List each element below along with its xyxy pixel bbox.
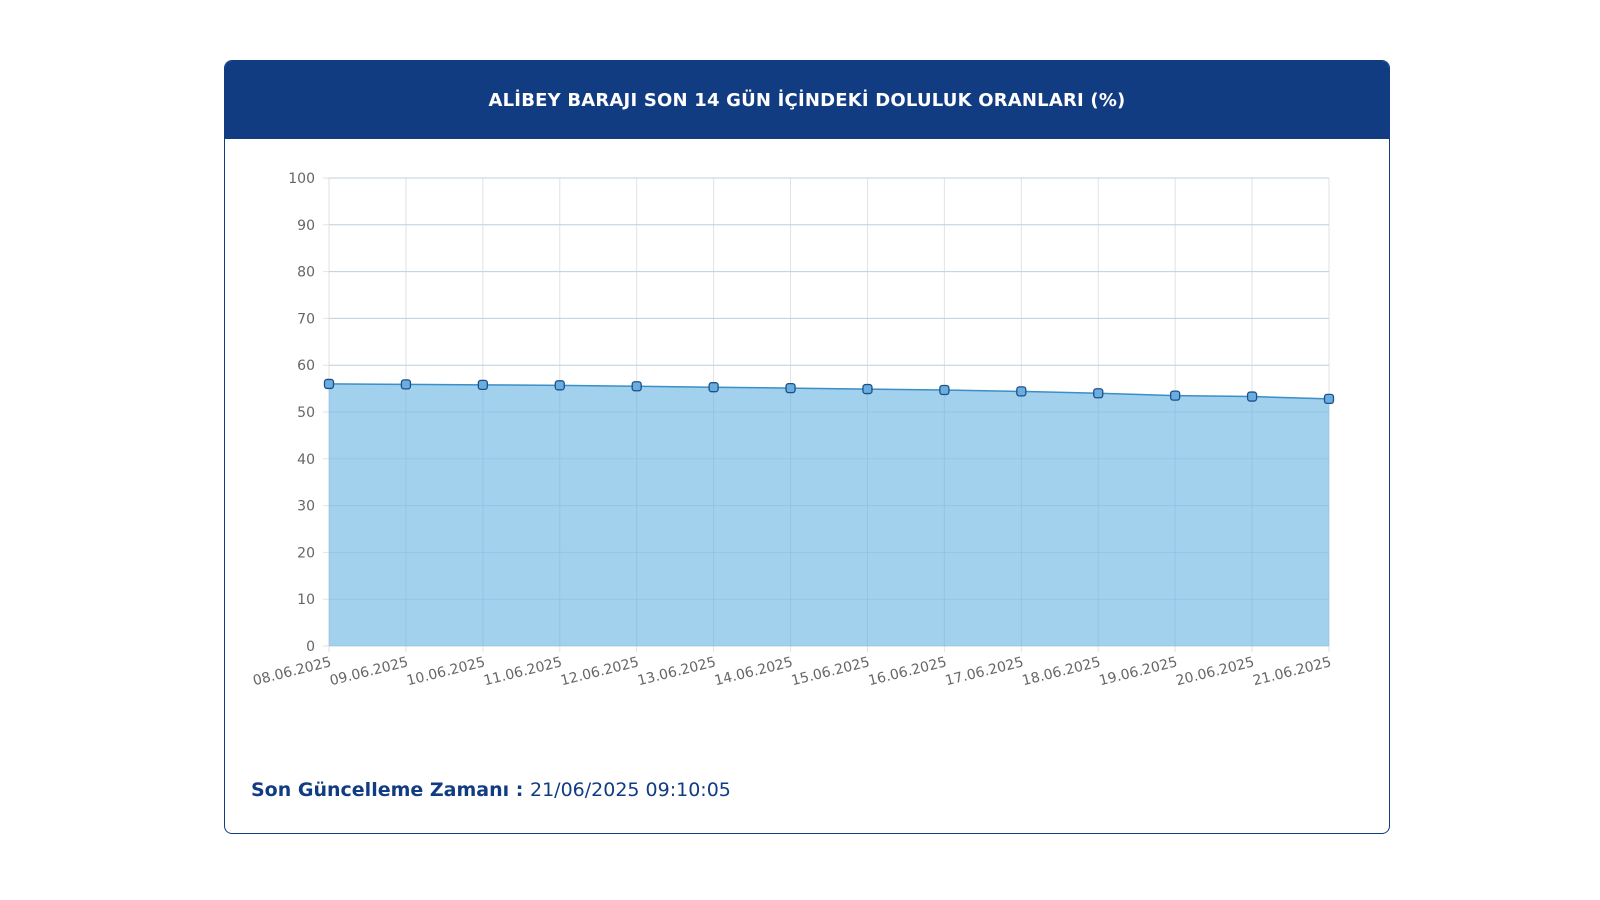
x-tick-label: 14.06.2025 [713,654,795,689]
data-point [939,384,950,396]
data-point [1016,386,1027,397]
chart-card: ALİBEY BARAJI SON 14 GÜN İÇİNDEKİ DOLULU… [224,60,1390,834]
x-tick-label: 18.06.2025 [1021,654,1103,689]
x-tick-label: 16.06.2025 [867,654,949,689]
x-tick-label: 20.06.2025 [1174,654,1256,689]
y-tick-label: 80 [297,265,315,281]
data-point [1093,388,1104,399]
data-point [1170,390,1181,401]
y-tick-label: 30 [297,499,315,515]
x-tick-label: 12.06.2025 [559,654,641,689]
x-tick-label: 15.06.2025 [790,654,872,689]
data-point [400,379,412,390]
data-point [554,380,565,391]
x-tick-label: 10.06.2025 [405,654,487,689]
y-tick-label: 70 [297,311,315,327]
data-point [708,382,719,393]
x-tick-label: 09.06.2025 [328,654,410,689]
y-tick-label: 100 [288,171,315,187]
last-update-separator: : [509,779,530,801]
y-tick-label: 20 [297,545,315,561]
x-tick-label: 11.06.2025 [482,654,564,689]
data-point [631,381,642,392]
y-tick-label: 50 [297,405,315,421]
y-tick-label: 40 [297,452,315,468]
y-tick-label: 90 [297,218,315,234]
data-point [785,382,796,394]
x-tick-label: 21.06.2025 [1251,654,1333,689]
chart-title: ALİBEY BARAJI SON 14 GÜN İÇİNDEKİ DOLULU… [225,61,1389,139]
data-point [1246,391,1258,402]
area-fill [329,383,1329,646]
data-point [1323,393,1335,405]
data-point [477,379,488,391]
x-tick-label: 13.06.2025 [636,654,718,689]
data-point [862,383,873,395]
last-update-value: 21/06/2025 09:10:05 [529,779,731,801]
dam-fill-chart: 0 10 20 30 40 50 60 70 80 90 100 08.06.202509.06.20… [251,171,1335,689]
series-line [328,383,1330,400]
y-tick-label: 10 [297,592,315,608]
y-tick-label: 60 [297,358,315,374]
x-tick-label: 17.06.2025 [944,654,1026,689]
x-tick-label: 08.06.2025 [251,654,333,689]
x-tick-label: 19.06.2025 [1097,654,1179,689]
data-point [323,378,335,390]
y-tick-label: 0 [306,639,315,655]
last-update: Son Güncelleme Zamanı : 21/06/2025 09:10… [251,779,731,801]
last-update-label: Son Güncelleme Zamanı [251,779,510,801]
